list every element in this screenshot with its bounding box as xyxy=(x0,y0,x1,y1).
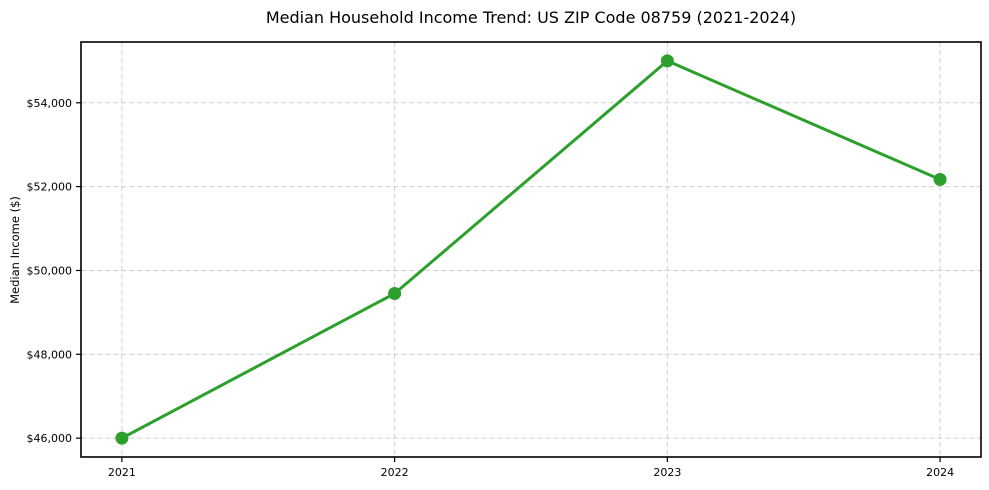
y-axis-label: Median Income ($) xyxy=(8,196,22,304)
chart-title: Median Household Income Trend: US ZIP Co… xyxy=(265,8,797,27)
data-point-2024 xyxy=(933,172,947,186)
y-tick-label: $48,000 xyxy=(27,348,73,361)
x-tick-label: 2022 xyxy=(381,466,409,479)
y-tick-label: $50,000 xyxy=(27,264,73,277)
y-tick-label: $46,000 xyxy=(27,432,73,445)
y-tick-label: $52,000 xyxy=(27,181,73,194)
data-point-2023 xyxy=(660,54,674,68)
income-trend-line xyxy=(120,59,942,440)
data-point-2022 xyxy=(388,287,402,301)
x-tick-label: 2024 xyxy=(926,466,954,479)
data-point-2021 xyxy=(115,431,129,445)
x-tick-label: 2021 xyxy=(108,466,136,479)
x-tick-label: 2023 xyxy=(653,466,681,479)
y-tick-label: $54,000 xyxy=(27,97,73,110)
plot-border xyxy=(80,41,982,458)
